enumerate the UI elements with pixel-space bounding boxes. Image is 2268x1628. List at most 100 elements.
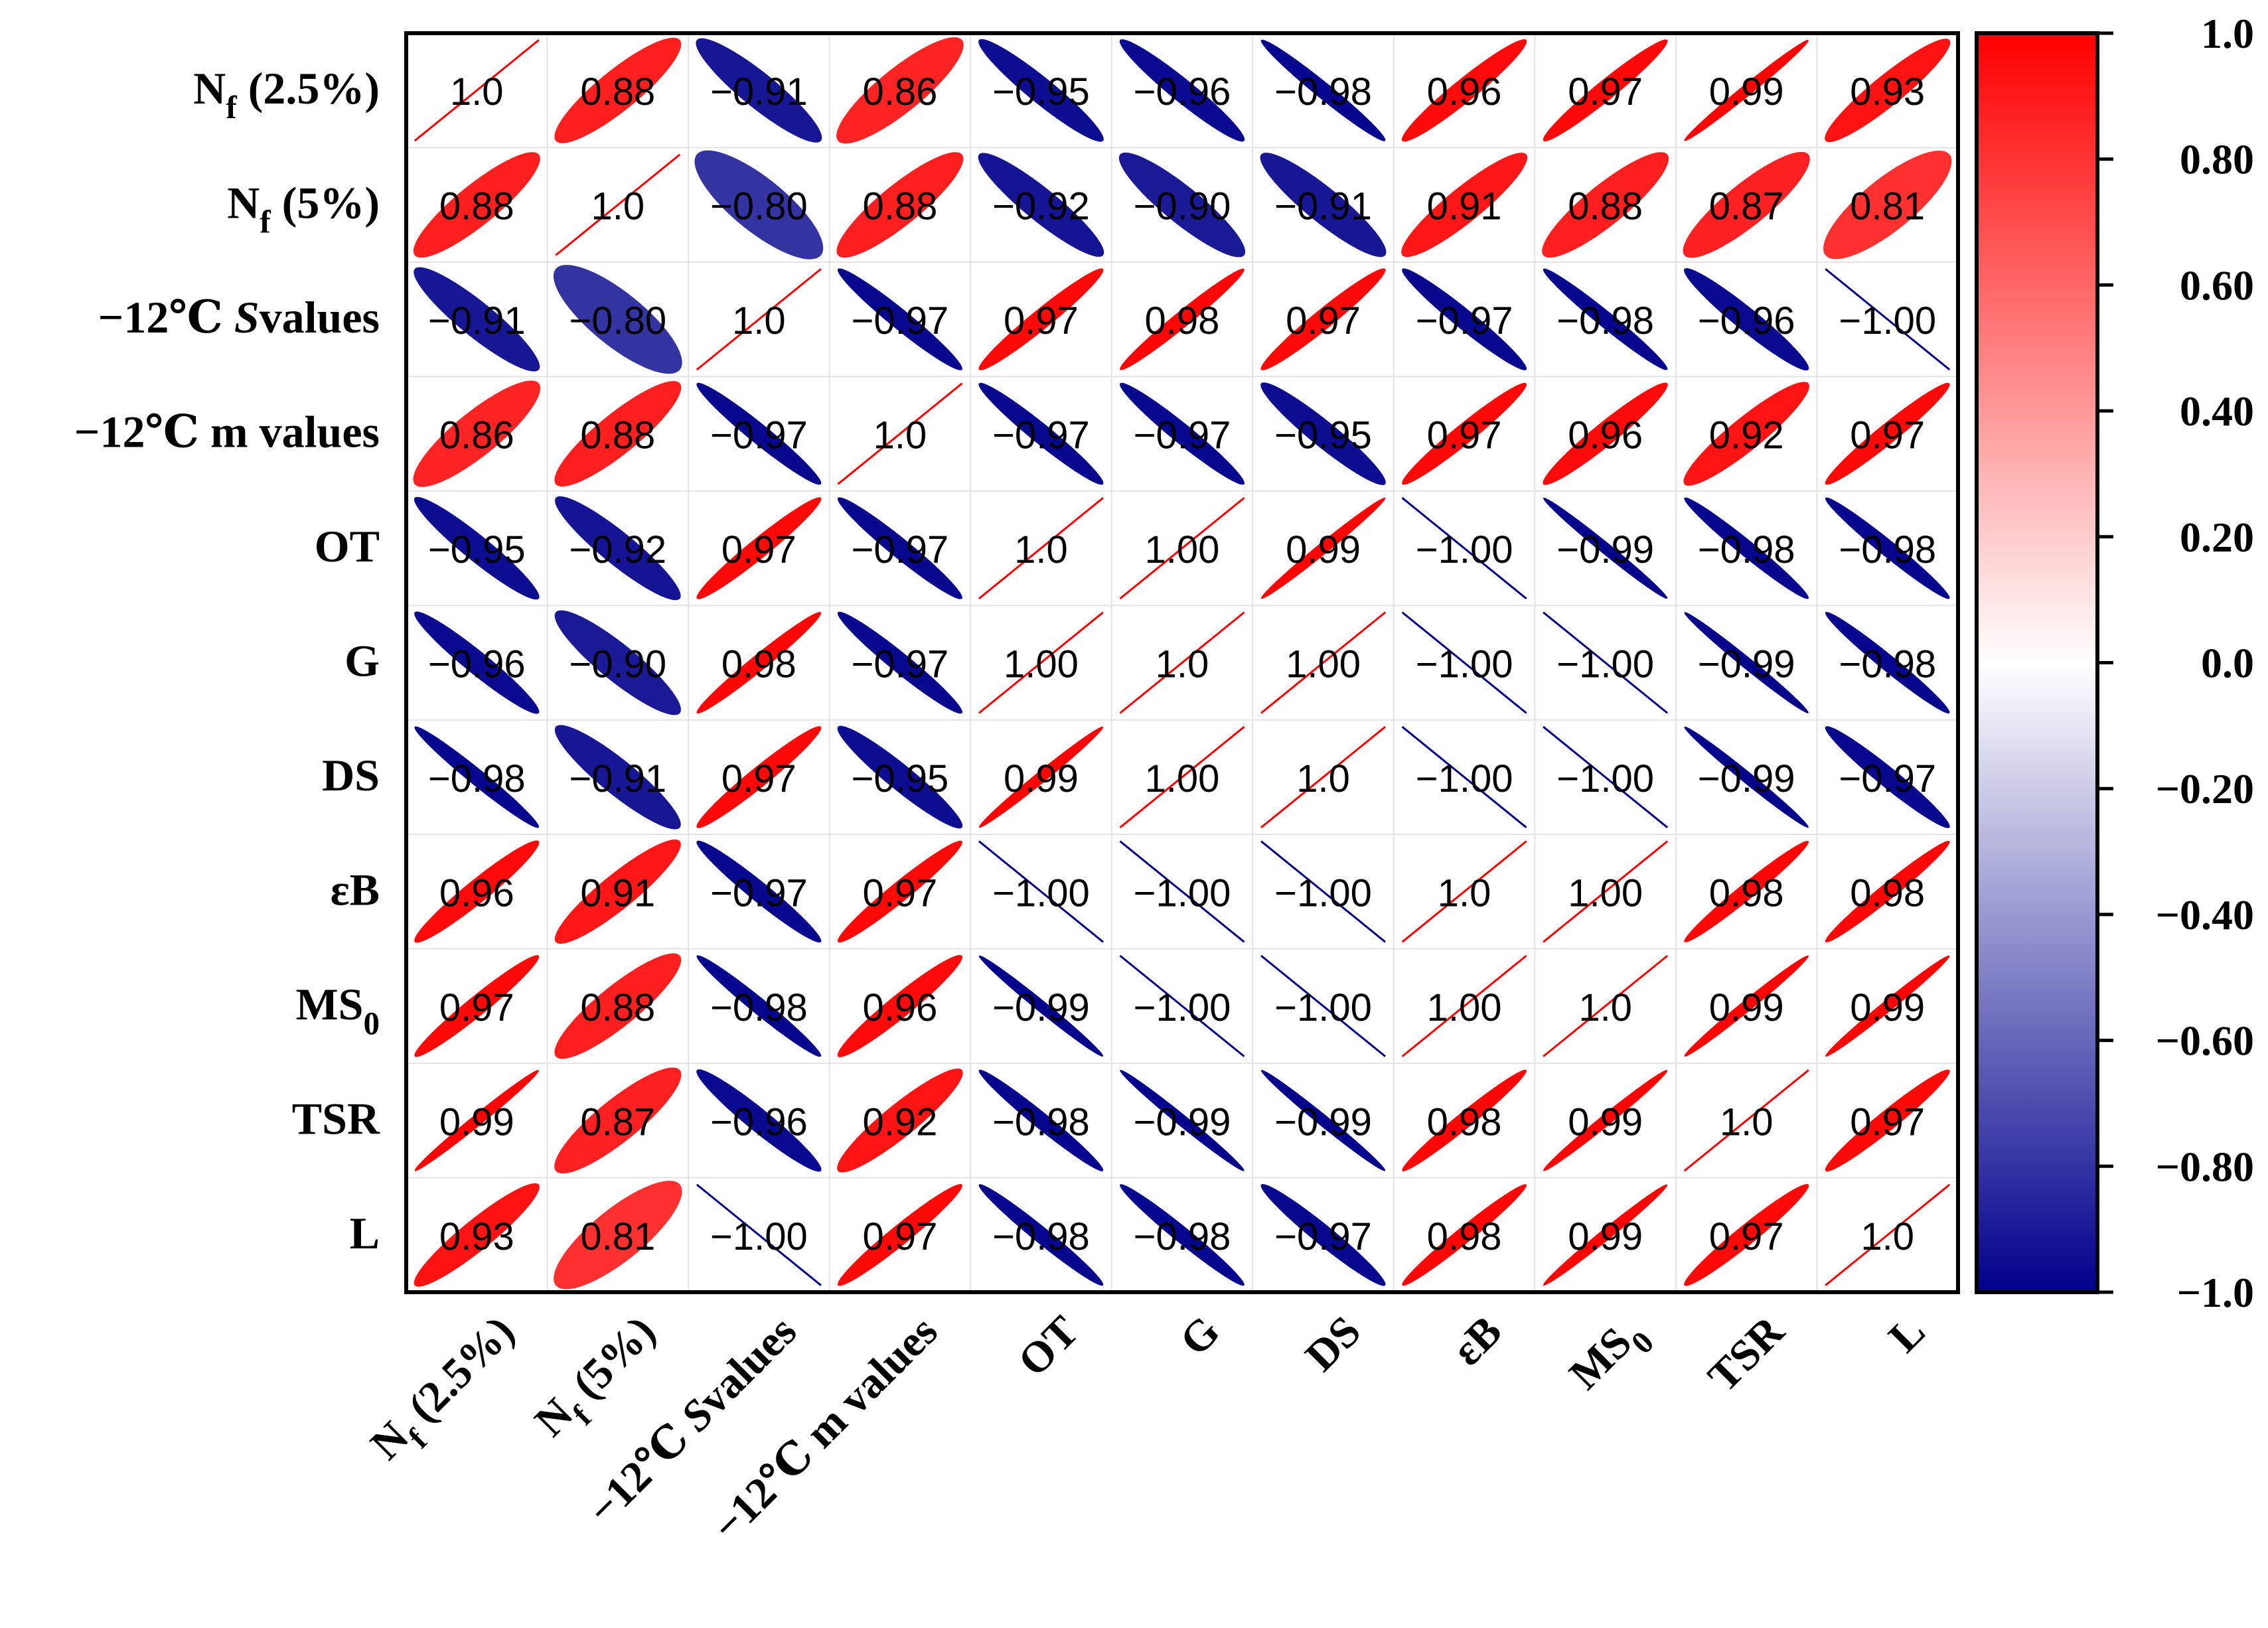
label-main: N [227,178,260,228]
matrix-cell: 0.88 [554,381,682,487]
cell-value-label: 0.97 [1004,299,1079,342]
matrix-cell: −0.98 [1543,268,1668,370]
matrix-cell: −0.98 [978,1069,1104,1171]
correlation-ellipse [1825,840,1950,942]
matrix-cell: 0.88 [554,953,682,1059]
matrix-cell: 0.93 [414,1183,540,1287]
cell-value-label: 0.97 [1286,299,1361,342]
cell-value-label: −0.95 [1274,414,1372,457]
matrix-cell: −0.97 [696,382,822,485]
matrix-cell: −0.96 [696,1069,822,1172]
correlation-ellipse [836,152,964,258]
cell-value-label: −0.98 [1698,528,1795,571]
correlation-ellipse [1684,840,1809,942]
correlation-ellipse [696,726,822,828]
cell-value-label: 0.87 [580,1100,655,1144]
cell-value-label: −0.97 [710,414,808,457]
matrix-cell: −0.98 [1120,1184,1245,1286]
cell-value-label: −1.00 [1416,643,1513,686]
matrix-cell: 0.97 [696,497,822,599]
matrix-cell: 0.97 [1543,39,1668,141]
correlation-ellipse [1260,382,1386,485]
cell-value-label: −0.97 [852,528,949,571]
correlation-ellipse [554,610,681,715]
matrix-cell: 0.99 [1825,955,1950,1057]
label-main: N [193,63,226,113]
matrix-cell: −0.98 [1825,497,1950,599]
matrix-cell: −0.91 [414,267,540,372]
cell-value-label: −0.91 [569,757,666,800]
cell-value-label: −0.98 [1556,299,1654,342]
correlation-ellipse [978,955,1104,1057]
cell-value-label: −1.00 [1134,871,1231,915]
matrix-cell: 0.88 [554,37,682,143]
correlation-ellipse [1260,153,1387,258]
matrix-cell: −0.92 [978,153,1104,257]
label-main: DS [1296,1307,1370,1380]
cell-value-label: 0.96 [1427,70,1502,113]
matrix-cell: −0.97 [1260,1184,1386,1286]
correlation-ellipse [696,612,822,713]
correlation-ellipse [978,38,1104,142]
correlation-ellipse [1260,268,1386,370]
row-label: −12℃ Svalues [98,292,380,342]
colorbar-ticks: 1.0 0.80 0.60 0.40 0.20 0.0 −0.20 −0.40 −0.60 −0.… [2097,10,2254,1316]
cell-value-label: −0.98 [992,1215,1090,1258]
correlation-ellipse [1684,612,1809,713]
matrix-cell: 0.96 [1401,39,1527,142]
correlation-ellipse [837,611,962,714]
correlation-ellipse [414,840,540,943]
cell-value-label: 0.91 [1427,185,1502,228]
correlation-line [555,153,681,256]
matrix-cell: −1.00 [696,1183,822,1286]
matrix-cell: −0.99 [1543,497,1668,599]
matrix-cell: −0.95 [978,38,1104,142]
matrix-cell: −0.95 [1260,382,1386,485]
correlation-line [1543,611,1669,714]
matrix-cell: −1.00 [1260,954,1387,1057]
cell-value-label: −0.98 [1839,528,1936,571]
cell-value-label: 1.0 [1438,871,1491,915]
label-tail: values [689,1307,806,1424]
matrix-cell: 0.88 [1542,152,1669,258]
matrix-cell: 0.91 [554,839,681,944]
matrix-cell: −1.00 [1119,840,1245,943]
correlation-ellipse [554,839,681,944]
cell-value-label: −0.99 [1698,757,1795,800]
label-tail: (2.5%) [237,63,380,113]
cell-value-label: 0.88 [580,414,655,457]
label-subscript: f [260,204,271,240]
matrix-cell: 0.96 [1543,382,1668,485]
cell-value-label: 0.99 [1850,986,1925,1029]
cell-value-label: 0.88 [1568,185,1643,228]
colorbar-tick-label: 0.40 [2180,388,2254,435]
cell-value-label: −0.99 [1698,643,1795,686]
correlation-ellipse [696,38,822,143]
label-main: L [350,1208,380,1258]
matrix-cell: −1.00 [1260,840,1387,943]
cell-value-label: −1.00 [1839,299,1936,342]
cell-value-label: −0.97 [1274,1215,1372,1258]
label-main: G [344,636,380,686]
correlation-line [1260,840,1387,943]
correlation-line [1119,840,1245,943]
matrix-cell: 1.0 [1260,725,1387,828]
cell-value-label: −0.99 [1274,1100,1372,1144]
matrix-cell: −0.99 [1684,726,1809,828]
cell-value-label: 0.98 [1145,299,1220,342]
cell-value-label: −0.99 [1556,528,1654,571]
correlation-line [1401,840,1527,943]
correlation-ellipse [1260,497,1386,599]
colorbar-tick-label: −0.20 [2156,765,2254,812]
matrix-cell: 0.97 [1825,1069,1950,1172]
cell-value-label: −0.98 [992,1100,1090,1144]
cell-value-label: −0.80 [710,185,808,228]
cell-value-label: −1.00 [992,871,1090,915]
row-label: L [350,1208,380,1258]
matrix-cell: 0.99 [1543,1184,1668,1286]
correlation-line [1543,954,1669,1057]
correlation-ellipse [413,380,541,487]
matrix-cell: −1.00 [1119,954,1245,1057]
correlation-ellipse [1402,268,1527,370]
matrix-cell: −0.98 [1260,39,1386,141]
